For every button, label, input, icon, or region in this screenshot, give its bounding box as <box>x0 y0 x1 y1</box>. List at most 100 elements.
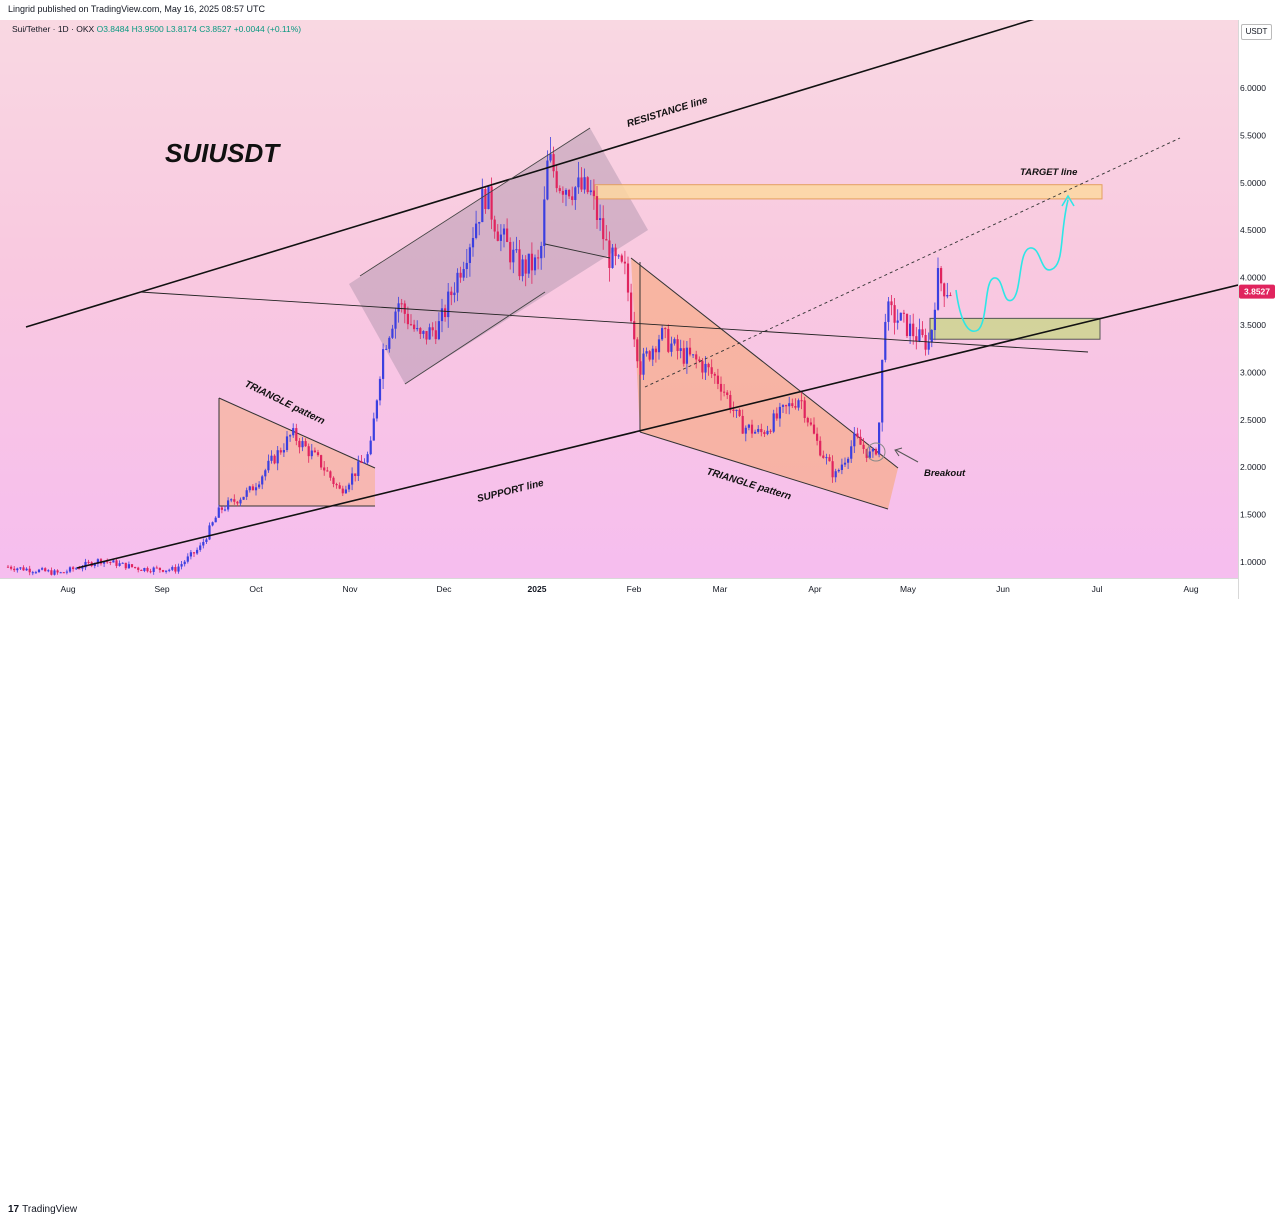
candle-body <box>651 348 654 360</box>
price-axis[interactable] <box>1238 20 1280 599</box>
candle <box>555 165 558 193</box>
candle <box>887 296 890 331</box>
candle-body <box>422 331 425 334</box>
candle-body <box>96 559 99 564</box>
candle-body <box>459 272 462 278</box>
candle <box>149 568 152 574</box>
candle-body <box>868 451 871 458</box>
candle <box>682 340 685 367</box>
candle <box>642 347 645 381</box>
candle-body <box>37 569 41 573</box>
candle-body <box>199 545 202 550</box>
tradingview-logo[interactable]: 17 TradingView <box>8 1204 77 1215</box>
candle-body <box>230 499 233 501</box>
candle-body <box>518 249 521 277</box>
candle-body <box>10 566 13 569</box>
candle-body <box>53 570 56 575</box>
candle <box>568 188 571 199</box>
candle-body <box>211 522 214 526</box>
candle <box>462 261 465 281</box>
candle <box>413 319 416 332</box>
candle-body <box>540 245 543 259</box>
candle-body <box>59 572 62 574</box>
candle-body <box>747 424 750 428</box>
candle <box>936 257 940 311</box>
candle-body <box>478 222 481 224</box>
candle-body <box>56 570 59 573</box>
candle <box>940 265 943 292</box>
candle-body <box>285 436 289 451</box>
price-tick-label: 1.5000 <box>1240 510 1266 520</box>
candle-body <box>803 400 806 418</box>
candle-body <box>561 190 564 195</box>
time-axis[interactable] <box>0 578 1238 601</box>
channel-lower-line <box>404 291 546 385</box>
price-tick-label: 6.0000 <box>1240 83 1266 93</box>
candle-body <box>887 301 890 322</box>
chart-plot-area[interactable] <box>0 20 1238 599</box>
candle-body <box>214 517 217 523</box>
candle <box>248 485 251 493</box>
candle <box>385 344 388 351</box>
breakout-arrow-line <box>895 449 919 463</box>
candle-body <box>608 240 611 268</box>
candle <box>874 447 878 456</box>
candle <box>34 570 37 574</box>
candle <box>326 466 329 472</box>
candle-body <box>493 219 496 232</box>
publisher-text: Lingrid published on TradingView.com, Ma… <box>8 4 265 14</box>
candle <box>679 339 682 359</box>
candle-body <box>295 428 298 441</box>
candle <box>456 268 459 302</box>
candle-body <box>409 324 413 326</box>
candle <box>695 350 698 369</box>
candle <box>701 358 704 380</box>
candle-body <box>552 154 555 172</box>
candle <box>577 161 580 194</box>
candle <box>264 468 267 481</box>
candle-body <box>444 308 447 318</box>
candle-body <box>853 433 856 447</box>
candle-body <box>475 223 478 238</box>
candle-body <box>502 228 506 235</box>
candle-body <box>276 450 279 464</box>
candle <box>803 396 806 423</box>
candle-body <box>698 359 701 362</box>
price-tick-label: 4.5000 <box>1240 225 1266 235</box>
candle <box>540 241 543 270</box>
candle <box>434 321 437 345</box>
candle-body <box>816 433 819 441</box>
candle-body <box>775 413 778 419</box>
candle-body <box>549 154 552 161</box>
candle <box>719 376 723 401</box>
candle <box>444 304 447 322</box>
candle <box>595 185 599 229</box>
candle-body <box>927 342 930 350</box>
time-tick-label: Aug <box>1183 584 1198 594</box>
candle-body <box>22 567 25 571</box>
candle <box>25 567 28 571</box>
low-value: L3.8174 <box>166 24 197 34</box>
candle-body <box>806 417 809 423</box>
candle-body <box>661 328 664 340</box>
candle-body <box>87 561 90 563</box>
candle <box>772 409 775 434</box>
currency-label[interactable]: USDT <box>1241 24 1272 40</box>
candle-body <box>633 321 636 340</box>
candle <box>834 468 837 483</box>
candle-body <box>589 190 592 193</box>
candle <box>143 567 146 573</box>
target-dashed-line <box>644 137 1181 388</box>
candle-body <box>682 348 685 364</box>
candle <box>397 296 400 323</box>
candle <box>437 312 440 341</box>
candle <box>735 409 738 418</box>
candle-body <box>809 422 812 425</box>
candle-body <box>140 569 143 571</box>
candle <box>586 176 589 195</box>
candle <box>704 356 707 380</box>
candle-body <box>754 431 757 434</box>
time-tick-label: Mar <box>713 584 728 594</box>
candle <box>766 425 769 436</box>
candle <box>788 396 791 415</box>
